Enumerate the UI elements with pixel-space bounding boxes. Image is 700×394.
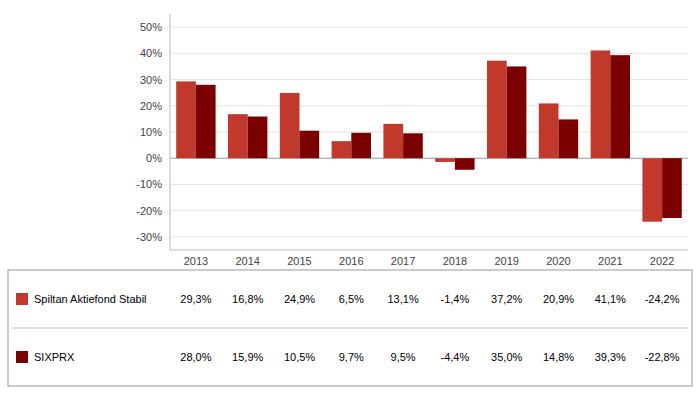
y-tick-label: 0% (146, 152, 162, 164)
bar (662, 158, 682, 218)
bar (403, 133, 423, 158)
legend-table: Spiltan Aktiefond Stabil 29,3% 16,8% 24,9% 6… (8, 270, 692, 386)
y-tick-label: 10% (140, 126, 162, 138)
x-axis-ticks: 2013 2014 2015 2016 2017 2018 2019 2020 2021 2022 (184, 255, 675, 267)
y-tick-label: 40% (140, 47, 162, 59)
table-value: 15,9% (232, 351, 263, 363)
grid-line (170, 236, 688, 237)
legend-label: SIXPRX (34, 351, 75, 363)
y-axis-ticks: -30% -20% -10% 0% 10% 20% 30% 40% 50% (136, 21, 162, 243)
y-tick-label: -30% (136, 231, 162, 243)
bar (332, 141, 352, 158)
table-value: -24,2% (645, 293, 680, 305)
bars (176, 50, 682, 221)
chart-container: -30%-20%-10%0%10%20%30%40%50%20132014201… (0, 0, 700, 394)
table-value: 9,5% (391, 351, 416, 363)
chart-svg: -30%-20%-10%0%10%20%30%40%50%20132014201… (0, 0, 700, 394)
x-tick-label: 2013 (184, 255, 208, 267)
bar (487, 61, 507, 159)
table-separator (12, 328, 688, 329)
bar-series (176, 50, 662, 221)
table-value: 37,2% (491, 293, 522, 305)
table-value: 24,9% (284, 293, 315, 305)
x-tick-label: 2020 (546, 255, 570, 267)
table-value: -1,4% (441, 293, 470, 305)
bar (280, 93, 300, 158)
table-value: 16,8% (232, 293, 263, 305)
bar (228, 114, 248, 158)
table-value: 39,3% (595, 351, 626, 363)
table-value: 9,7% (339, 351, 364, 363)
x-tick-label: 2022 (650, 255, 674, 267)
table-value: 29,3% (180, 293, 211, 305)
legend-row: SIXPRX 28,0% 15,9% 10,5% 9,7% 9,5% -4,4% 35,0% 1… (16, 351, 680, 363)
table-value: 14,8% (543, 351, 574, 363)
table-value: 6,5% (339, 293, 364, 305)
grid-line (170, 27, 688, 28)
legend-label: Spiltan Aktiefond Stabil (34, 293, 147, 305)
y-tick-label: -10% (136, 178, 162, 190)
legend-swatch (16, 351, 28, 363)
x-tick-label: 2014 (235, 255, 259, 267)
x-tick-label: 2018 (443, 255, 467, 267)
bar (383, 124, 403, 158)
table-value: -22,8% (645, 351, 680, 363)
y-tick-label: -20% (136, 205, 162, 217)
bar-series (196, 55, 682, 218)
x-tick-label: 2019 (494, 255, 518, 267)
y-tick-label: 20% (140, 100, 162, 112)
bar (248, 117, 268, 159)
grid-line (170, 184, 688, 185)
x-tick-label: 2016 (339, 255, 363, 267)
x-tick-label: 2015 (287, 255, 311, 267)
bar (351, 133, 371, 158)
table-value: -4,4% (441, 351, 470, 363)
bar (435, 158, 455, 162)
bar (610, 55, 630, 158)
table-value: 41,1% (595, 293, 626, 305)
table-value: 20,9% (543, 293, 574, 305)
table-border (8, 270, 692, 386)
bar (642, 158, 662, 221)
table-value: 35,0% (491, 351, 522, 363)
bar (455, 158, 475, 170)
table-value: 13,1% (387, 293, 418, 305)
bar (507, 66, 527, 158)
table-value: 10,5% (284, 351, 315, 363)
bar (176, 81, 196, 158)
x-axis-line (170, 250, 688, 251)
y-tick-label: 30% (140, 74, 162, 86)
y-axis-line (170, 14, 171, 250)
y-tick-label: 50% (140, 21, 162, 33)
y-grid (170, 27, 688, 237)
bar (196, 85, 216, 158)
bar (539, 103, 559, 158)
legend-swatch (16, 293, 28, 305)
x-tick-label: 2021 (598, 255, 622, 267)
table-value: 28,0% (180, 351, 211, 363)
grid-line (170, 210, 688, 211)
legend-row: Spiltan Aktiefond Stabil 29,3% 16,8% 24,9% 6… (16, 293, 680, 305)
bar (300, 131, 320, 159)
x-tick-label: 2017 (391, 255, 415, 267)
bar (559, 119, 579, 158)
bar (591, 50, 611, 158)
